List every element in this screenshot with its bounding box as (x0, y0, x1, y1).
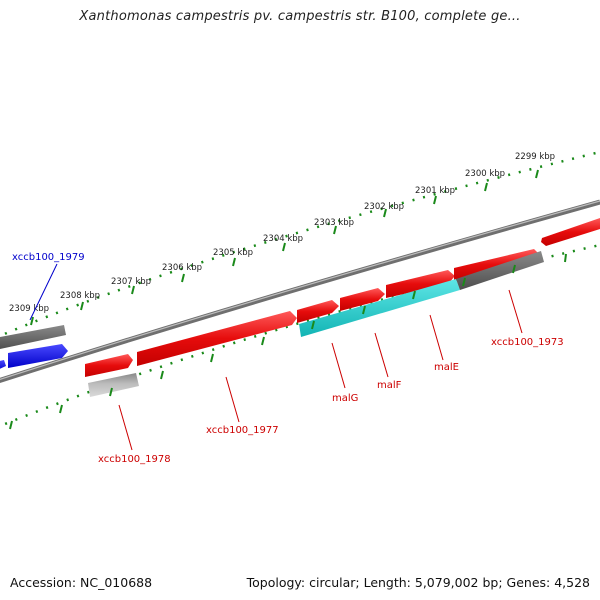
inner-ruler-ticks (9, 253, 567, 430)
tick-label-2301: 2301 kbp (415, 186, 455, 196)
tick-label-2308: 2308 kbp (60, 291, 100, 301)
accession-text: Accession: NC_010688 (10, 575, 153, 590)
tick-label-2307: 2307 kbp (111, 277, 151, 287)
genome-stats-text: Topology: circular; Length: 5,079,002 bp… (246, 575, 590, 590)
map-title: Xanthomonas campestris pv. campestris st… (79, 9, 521, 24)
gene-xccb100_1979[interactable] (8, 344, 68, 368)
tick-label-2303: 2303 kbp (314, 218, 354, 228)
gene-xccb100_1978-forward[interactable] (85, 354, 133, 377)
gene-label-malE[interactable]: malE (434, 362, 459, 373)
gene-gray-right[interactable] (456, 251, 544, 290)
gene-malE[interactable] (386, 270, 455, 298)
gene-xccb100_1979-gray[interactable] (0, 325, 66, 350)
genome-backbone (0, 199, 600, 384)
tick-label-2309: 2309 kbp (9, 304, 49, 314)
gene-xccb100_1978[interactable] (88, 373, 139, 397)
outer-ruler-ticks (30, 169, 539, 326)
outer-ruler (0, 150, 600, 338)
gene-label-xccb100_1979[interactable]: xccb100_1979 (12, 252, 85, 263)
gene-label-malF[interactable]: malF (377, 380, 402, 391)
tick-label-2306: 2306 kbp (162, 263, 202, 273)
gene-malF[interactable] (340, 288, 385, 311)
tick-label-2304: 2304 kbp (263, 234, 303, 244)
gene-cyan[interactable] (299, 279, 460, 337)
genome-backbone-highlight (0, 200, 600, 381)
gene-right-edge[interactable] (541, 218, 600, 246)
gene-malG[interactable] (297, 300, 339, 323)
tick-label-2302: 2302 kbp (364, 202, 404, 212)
gene-blue-left-fragment[interactable] (0, 360, 6, 371)
tick-label-2305: 2305 kbp (213, 248, 253, 258)
gene-label-xccb100_1978[interactable]: xccb100_1978 (98, 454, 171, 465)
gene-label-malG[interactable]: malG (332, 393, 358, 404)
gene-xccb100_1977[interactable] (137, 311, 297, 366)
tick-label-2300: 2300 kbp (465, 169, 505, 179)
gene-label-xccb100_1973[interactable]: xccb100_1973 (491, 337, 564, 348)
gene-label-xccb100_1977[interactable]: xccb100_1977 (206, 425, 279, 436)
label-leaders (29, 263, 523, 451)
tick-label-2299: 2299 kbp (515, 152, 555, 162)
